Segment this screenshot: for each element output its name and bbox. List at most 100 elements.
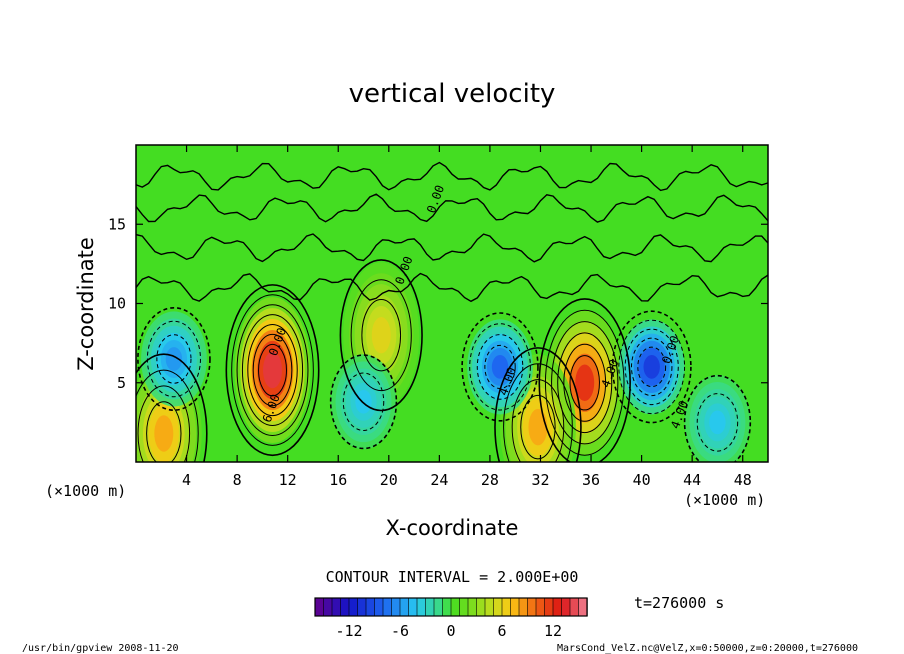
updraft-shade-0-6 [263,351,282,389]
colorbar-swatch [340,597,350,617]
colorbar-swatch [459,597,469,617]
x-tick-label: 4 [182,471,191,489]
downdraft-shade-6-6 [491,355,509,379]
x-unit-right: (×1000 m) [684,491,765,509]
downdraft-contour-7-4 [630,337,673,397]
colorbar-swatch [348,597,359,617]
y-tick-label: 15 [108,215,126,233]
colorbar-swatch [518,597,529,617]
updraft-contour-0-7 [258,343,287,397]
updraft-shade-1-6 [575,364,595,401]
footer-right: MarsCond_VelZ.nc@VelZ,x=0:50000,z=0:2000… [557,643,858,654]
colorbar-swatch [450,597,461,617]
x-axis-label: X-coordinate [386,516,519,540]
colorbar-swatch [476,597,486,617]
colorbar-swatch [382,597,393,617]
x-unit-left: (×1000 m) [45,482,126,500]
updraft-contour-4-2 [350,279,412,392]
colorbar-swatch [493,597,503,617]
y-tick-label: 5 [117,374,126,392]
colorbar-swatch [527,597,537,617]
updraft-contour-2-2 [503,363,573,462]
updraft-contour-3-3 [137,385,191,462]
x-tick-label: 48 [734,471,752,489]
updraft-contour-1-6 [569,355,600,411]
colorbar-swatch [399,597,410,617]
downdraft-contour-6-4 [484,344,516,389]
x-tick-label: 8 [233,471,242,489]
updraft-contour-0-3 [236,304,309,436]
zero-contour-1 [136,233,768,263]
colorbar-swatch [408,597,418,617]
updraft-contour-3-4 [146,401,182,462]
colorbar-swatch [535,597,546,617]
colorbar-swatch [501,597,512,617]
footer-left: /usr/bin/gpview 2008-11-20 [22,643,179,654]
x-tick-label: 12 [279,471,297,489]
y-axis-label: Z-coordinate [74,237,98,371]
time-label: t=276000 s [634,594,724,612]
colorbar-frame [314,597,588,617]
zero-contour-3 [136,161,768,192]
velocity-shading [136,145,768,462]
colorbar-swatch [552,597,563,617]
colorbar-swatch [442,597,452,617]
colorbar-tick-label: -6 [391,622,409,640]
downdraft-shade-9-6 [709,410,726,435]
downdraft-contour-7-5 [637,346,667,388]
colorbar-swatch [416,597,427,617]
colorbar-tick-label: 6 [497,622,506,640]
x-tick-label: 40 [633,471,651,489]
y-axis-ticks: 5 10 15 [108,215,768,392]
colorbar-swatch [391,597,401,617]
updraft-contour-1-3 [551,321,619,445]
updraft-contour-0-6 [252,333,293,407]
colorbar-swatch [467,597,478,617]
colorbar-swatch [323,597,333,617]
downdraft-contour-7-1 [611,310,692,424]
downdraft-contour-6-1 [461,312,539,422]
downdraft-shade-5-6 [165,347,183,371]
downdraft-contour-9-1 [683,374,752,462]
colorbar-tick-label: 12 [544,622,562,640]
x-tick-label: 36 [582,471,600,489]
colorbar-swatch [561,597,571,617]
colorbar-swatch [544,597,554,617]
x-tick-label: 16 [329,471,347,489]
x-axis-ticks: 4 8 12 16 20 24 28 32 36 40 44 48 [182,145,752,489]
contour-interval: CONTOUR INTERVAL = 2.000E+00 [326,568,579,586]
updraft-shade-3-6 [154,415,174,452]
colorbar-tick-label: -12 [335,622,362,640]
updraft-contour-4-3 [361,299,402,372]
colorbar-tick-label: 0 [446,622,455,640]
updraft-shade-4-6 [371,316,391,354]
colorbar [314,597,588,617]
updraft-contour-1-5 [563,343,607,422]
updraft-contour-2-3 [511,379,565,462]
downdraft-shade-8-6 [355,389,372,414]
colorbar-swatch [357,597,367,617]
downdraft-contour-6-3 [476,334,524,400]
downdraft-contour-9-2 [696,393,739,452]
colorbar-swatch [510,597,520,617]
downdraft-shade-7-6 [643,355,660,379]
colorbar-swatch [365,597,376,617]
x-tick-label: 44 [683,471,701,489]
updraft-contour-3-2 [136,369,199,462]
contour-lines [136,161,768,462]
zero-contour-0 [136,272,768,303]
updraft-contour-3-1 [136,353,208,462]
x-tick-label: 24 [430,471,448,489]
updraft-contour-4-1 [339,259,423,412]
downdraft-contour-5-2 [146,320,201,398]
chart-title: vertical velocity [349,79,556,109]
downdraft-contour-5-3 [156,334,192,384]
colorbar-swatch [425,597,435,617]
colorbar-swatch [331,597,342,617]
downdraft-contour-8-2 [342,372,385,432]
colorbar-ticks: -12 -6 0 6 12 [335,622,562,640]
downdraft-contour-5-1 [137,306,211,411]
updraft-contour-1-1 [538,298,631,462]
updraft-contour-2-4 [520,394,556,460]
